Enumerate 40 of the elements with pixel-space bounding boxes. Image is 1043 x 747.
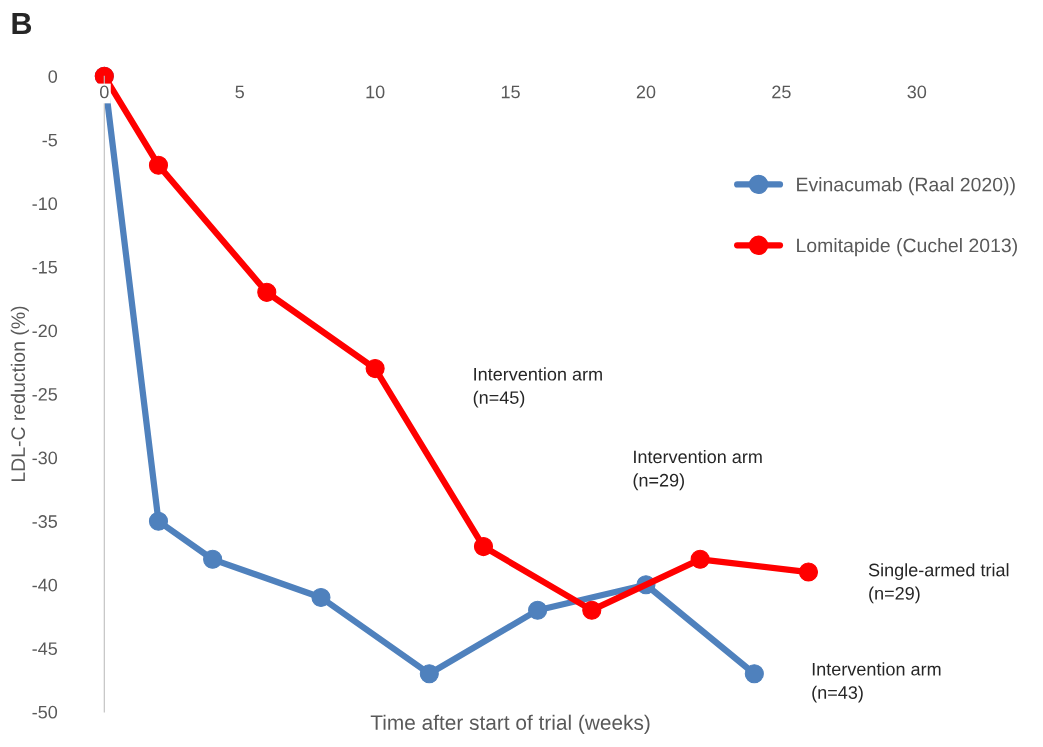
y-tick-label: -40 xyxy=(32,578,58,592)
point xyxy=(419,664,439,684)
point xyxy=(528,600,548,620)
point xyxy=(311,587,331,608)
y-tick-label: -30 xyxy=(32,451,58,465)
annotation: Single-armed trial (n=29) xyxy=(868,563,1009,604)
legend-label: Evinacumab (Raal 2020)) xyxy=(797,177,1015,196)
x-tick-label: 0 xyxy=(99,85,109,99)
annotation: Intervention arm (n=29) xyxy=(633,449,762,491)
point xyxy=(257,282,277,302)
x-tick-label: 20 xyxy=(636,85,656,99)
y-axis-title: LDL-C reduction (%) xyxy=(10,306,29,482)
y-tick-label: -35 xyxy=(32,515,58,528)
point xyxy=(690,549,710,569)
y-tick-label: 0 xyxy=(48,70,58,83)
annotation: Intervention arm (n=43) xyxy=(812,662,941,703)
y-tick-label: -45 xyxy=(32,642,58,656)
point xyxy=(203,549,223,569)
x-tick-label: 15 xyxy=(501,85,520,99)
point xyxy=(744,664,764,684)
y-tick-label: -15 xyxy=(32,261,58,274)
annotation: Intervention arm (n=45) xyxy=(473,367,602,408)
y-tick-label: -10 xyxy=(32,197,58,211)
y-tick-label: -20 xyxy=(32,324,58,338)
point xyxy=(365,359,385,379)
y-tick-label: -5 xyxy=(42,133,58,147)
x-tick-label: 10 xyxy=(366,85,385,99)
text: B xyxy=(12,13,32,35)
x-tick-label: 5 xyxy=(235,85,244,99)
point xyxy=(473,537,494,557)
point xyxy=(148,155,169,175)
point xyxy=(798,562,819,582)
point xyxy=(148,511,169,531)
x-axis-title: Time after start of trial (weeks) xyxy=(370,714,650,735)
x-tick-label: 25 xyxy=(772,85,791,99)
point xyxy=(582,600,602,620)
legend-label: Lomitapide (Cuchel 2013) xyxy=(797,238,1017,257)
y-tick-label: -50 xyxy=(32,705,58,719)
y-tick-label: -25 xyxy=(32,387,58,401)
x-tick-label: 30 xyxy=(907,85,927,99)
